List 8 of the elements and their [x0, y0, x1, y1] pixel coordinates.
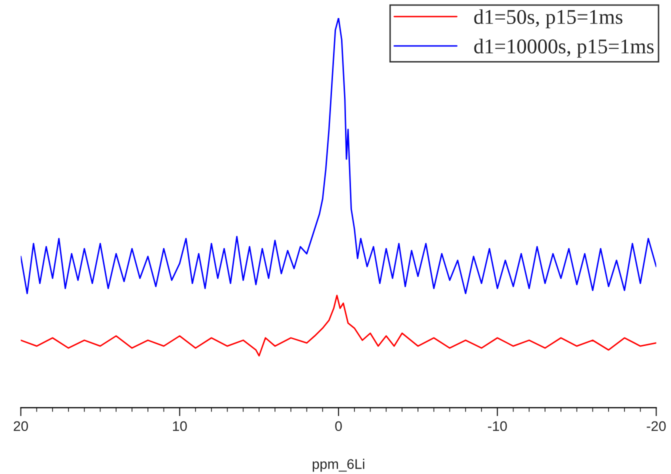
legend-label: d1=50s, p15=1ms — [474, 9, 622, 28]
x-tick-label: -10 — [488, 421, 507, 432]
legend-label: d1=10000s, p15=1ms — [474, 38, 654, 58]
x-axis-title: ppm_6Li — [312, 458, 364, 472]
x-tick-label: 20 — [14, 421, 28, 432]
x-tick-label: 0 — [335, 421, 342, 432]
x-tick-label: 10 — [172, 421, 187, 432]
x-tick-label: -20 — [646, 421, 666, 432]
